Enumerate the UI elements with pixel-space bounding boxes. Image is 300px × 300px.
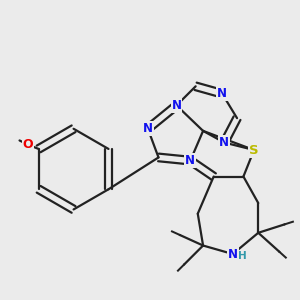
Text: O: O bbox=[23, 138, 33, 151]
Text: N: N bbox=[143, 122, 153, 135]
Text: H: H bbox=[238, 251, 247, 261]
Text: N: N bbox=[172, 99, 182, 112]
Text: N: N bbox=[219, 136, 229, 149]
Text: S: S bbox=[249, 143, 259, 157]
Text: N: N bbox=[217, 87, 227, 100]
Text: N: N bbox=[185, 154, 195, 167]
Text: N: N bbox=[228, 248, 238, 260]
